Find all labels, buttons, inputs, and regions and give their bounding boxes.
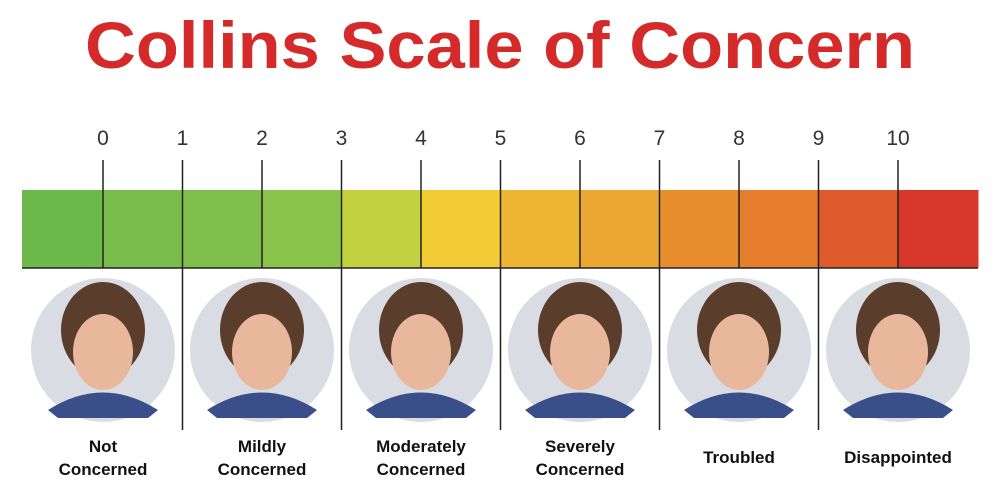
- portrait-shoulders: [366, 392, 476, 418]
- level-label: Troubled: [703, 448, 775, 467]
- scale-segment: [818, 190, 899, 268]
- scale-segment: [579, 190, 660, 268]
- scale-segment: [420, 190, 501, 268]
- tick-label: 8: [733, 127, 745, 150]
- portrait-shoulders: [843, 392, 953, 418]
- scale-segment: [22, 190, 103, 268]
- tick-label: 9: [813, 127, 825, 150]
- portrait-shoulders: [48, 392, 158, 418]
- scale-segment: [898, 190, 979, 268]
- tick-label: 3: [336, 127, 348, 150]
- tick-label: 7: [654, 127, 666, 150]
- level-label: Concerned: [59, 460, 148, 479]
- portrait-face: [391, 314, 451, 390]
- tick-label: 6: [574, 127, 586, 150]
- level-label: Concerned: [377, 460, 466, 479]
- scale-segment: [500, 190, 581, 268]
- portrait-face: [868, 314, 928, 390]
- level-label: Disappointed: [844, 448, 952, 467]
- level-label: Mildly: [238, 437, 287, 456]
- level-label: Moderately: [376, 437, 466, 456]
- tick-label: 5: [495, 127, 507, 150]
- scale-segment: [340, 190, 421, 268]
- portrait-face: [73, 314, 133, 390]
- portrait-face: [232, 314, 292, 390]
- tick-label: 1: [177, 127, 189, 150]
- level-label: Severely: [545, 437, 615, 456]
- level-label: Concerned: [536, 460, 625, 479]
- scale-segment: [181, 190, 262, 268]
- portrait-face: [550, 314, 610, 390]
- tick-label: 2: [256, 127, 268, 150]
- tick-label: 10: [886, 127, 909, 150]
- portrait-shoulders: [525, 392, 635, 418]
- level-label: Not: [89, 437, 118, 456]
- portrait-shoulders: [684, 392, 794, 418]
- tick-label: 4: [415, 127, 427, 150]
- portrait-face: [709, 314, 769, 390]
- level-label: Concerned: [218, 460, 307, 479]
- scale-segment: [659, 190, 740, 268]
- scale-segment: [739, 190, 820, 268]
- scale-segment: [261, 190, 342, 268]
- portrait-shoulders: [207, 392, 317, 418]
- title: Collins Scale of Concern: [85, 8, 915, 82]
- scale-segment: [101, 190, 182, 268]
- tick-label: 0: [97, 127, 109, 150]
